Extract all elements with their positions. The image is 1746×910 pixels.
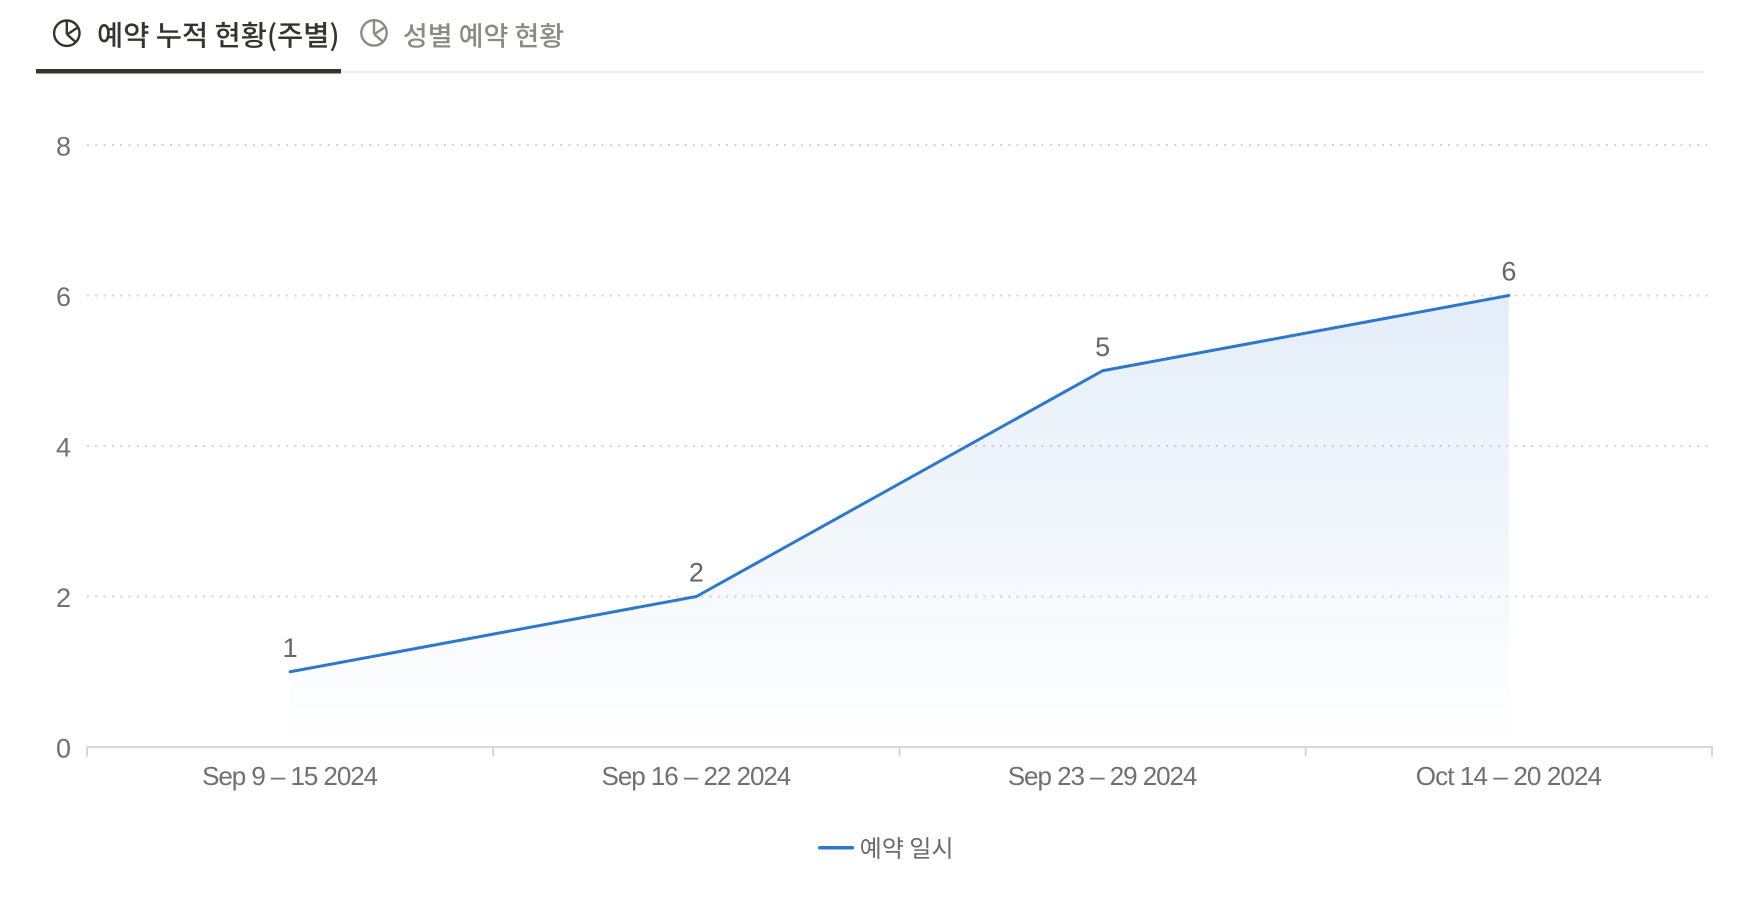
- svg-text:2: 2: [56, 583, 71, 613]
- svg-text:6: 6: [56, 282, 71, 312]
- svg-text:Oct 14 – 20 2024: Oct 14 – 20 2024: [1416, 761, 1602, 791]
- svg-text:1: 1: [283, 633, 298, 663]
- svg-text:0: 0: [56, 733, 71, 763]
- svg-text:Sep 23 – 29 2024: Sep 23 – 29 2024: [1008, 761, 1198, 791]
- svg-text:2: 2: [689, 558, 704, 588]
- svg-text:4: 4: [56, 432, 71, 462]
- svg-text:5: 5: [1095, 332, 1110, 362]
- svg-text:8: 8: [56, 131, 71, 161]
- svg-text:6: 6: [1501, 257, 1516, 287]
- svg-text:Sep 16 – 22 2024: Sep 16 – 22 2024: [602, 761, 792, 791]
- svg-text:Sep 9 – 15 2024: Sep 9 – 15 2024: [202, 761, 378, 791]
